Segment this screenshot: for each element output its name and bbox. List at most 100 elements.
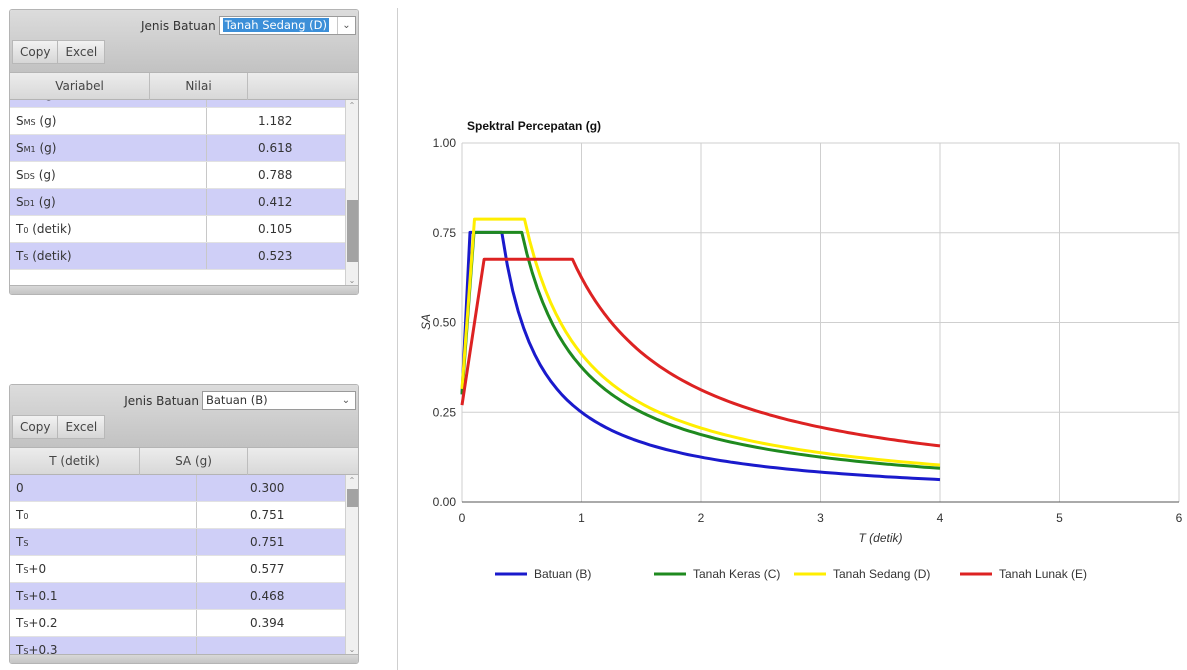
response-spectrum-chart: 0 1 2 3 4 5 6 0.00 0.25 0.50 0.75 1.00 Spektral Perc… [419, 119, 1183, 581]
spectrum-table-body: 0 0.300 T0 0.751 TS 0.751 TS+0 0.577 TS+0.1 0.468… [10, 475, 358, 656]
value-cell: 0.105 [258, 222, 293, 236]
scroll-down-icon[interactable]: ⌄ [348, 645, 356, 654]
chevron-down-icon[interactable]: ⌄ [337, 392, 355, 409]
soil-type-select-value: Batuan (B) [206, 393, 268, 407]
value-cell: 0.751 [250, 535, 285, 549]
variable-symbol: 0 [16, 481, 24, 495]
panel-footer [10, 285, 358, 294]
table-row[interactable]: T0 0.751 [10, 502, 346, 529]
table-row[interactable]: 0 0.300 [10, 475, 346, 502]
table-row[interactable]: TS 0.751 [10, 529, 346, 556]
scroll-thumb[interactable] [347, 200, 358, 262]
variable-subscript: MS [23, 118, 36, 127]
table-row[interactable]: TS+0.1 0.468 [10, 583, 346, 610]
variable-unit: (g) [35, 141, 57, 155]
soil-type-select[interactable]: Tanah Sedang (D) ⌄ [218, 16, 356, 35]
table-row[interactable]: TS+0.3 [10, 637, 346, 656]
x-tick-label: 2 [698, 511, 705, 525]
soil-type-select-value: Tanah Sedang (D) [222, 18, 329, 32]
scroll-up-icon[interactable]: ⌃ [348, 476, 356, 485]
column-divider [206, 216, 207, 242]
parameter-table-panel: Jenis Batuan Tanah Sedang (D) ⌄ Copy Exc… [9, 9, 359, 295]
scroll-down-icon[interactable]: ⌄ [348, 276, 356, 285]
y-tick-label: 0.00 [433, 495, 457, 509]
x-tick-label: 5 [1056, 511, 1063, 525]
table-row[interactable]: T0 (detik) 0.105 [10, 216, 346, 243]
scroll-thumb[interactable] [347, 489, 358, 507]
x-tick-label: 0 [459, 511, 466, 525]
variable-cell: TS+0.2 [16, 610, 58, 638]
table-row[interactable]: SM1 (g) 0.618 [10, 135, 346, 162]
column-header-t[interactable]: T (detik) [10, 448, 140, 475]
column-divider [196, 502, 197, 528]
column-divider [196, 556, 197, 582]
x-tick-label: 1 [578, 511, 585, 525]
table-row[interactable]: TS (detik) 0.523 [10, 243, 346, 270]
legend-label: Tanah Keras (C) [693, 567, 780, 581]
column-header-sa[interactable]: SA (g) [140, 448, 248, 475]
column-divider [206, 189, 207, 215]
variable-symbol: S [16, 168, 24, 182]
table-row[interactable]: TS+0 0.577 [10, 556, 346, 583]
table-row[interactable]: SMS (g) 1.182 [10, 108, 346, 135]
variable-symbol: T [16, 508, 24, 522]
value-cell: 0.751 [250, 508, 285, 522]
variable-cell: SDS (g) [16, 162, 56, 190]
variable-symbol: T [16, 589, 24, 603]
legend-label: Tanah Sedang (D) [833, 567, 930, 581]
variable-subscript: 0 [23, 512, 29, 521]
table-header: Variabel Nilai [10, 72, 358, 100]
column-divider [196, 610, 197, 636]
variable-subscript: S [23, 647, 29, 656]
copy-button[interactable]: Copy [12, 415, 59, 439]
series-line-2 [460, 217, 941, 467]
spectrum-table-panel: Jenis Batuan Batuan (B) ⌄ Copy Excel T (… [9, 384, 359, 664]
excel-button[interactable]: Excel [57, 415, 106, 439]
table-scrollbar[interactable]: ⌃ ⌄ [345, 475, 358, 656]
table-row[interactable]: SD1 (g) 0.412 [10, 189, 346, 216]
value-cell: 0.523 [258, 249, 293, 263]
variable-symbol: T [16, 222, 24, 236]
panel-footer [10, 654, 358, 663]
column-header-variabel[interactable]: Variabel [10, 73, 150, 100]
table-row[interactable]: SDS (g) 0.788 [10, 162, 346, 189]
column-divider [196, 475, 197, 501]
table-row[interactable]: TS+0.2 0.394 [10, 610, 346, 637]
column-divider [196, 583, 197, 609]
scroll-up-icon[interactable]: ⌃ [348, 101, 356, 110]
variable-cell: T0 [16, 502, 28, 530]
table-scrollbar[interactable]: ⌃ ⌄ [345, 100, 358, 287]
variable-cell: TS+0.3 [16, 637, 58, 656]
column-divider [206, 162, 207, 188]
variable-symbol: T [16, 643, 24, 656]
soil-select-row: Jenis Batuan Tanah Sedang (D) ⌄ [141, 16, 356, 35]
variable-symbol: T [16, 535, 24, 549]
variable-unit: (g) [34, 195, 56, 209]
excel-button[interactable]: Excel [57, 40, 106, 64]
table-header: T (detik) SA (g) [10, 447, 358, 475]
chevron-down-icon[interactable]: ⌄ [337, 17, 355, 34]
soil-select-label: Jenis Batuan [124, 393, 199, 408]
column-header-nilai[interactable]: Nilai [150, 73, 248, 100]
value-cell: 0.412 [258, 195, 293, 209]
chart-title: Spektral Percepatan (g) [467, 119, 601, 133]
panel-divider [397, 8, 398, 670]
table-row[interactable]: PGA(g) 0.367 [10, 100, 346, 108]
legend-label: Batuan (B) [534, 567, 591, 581]
variable-symbol: T [16, 616, 24, 630]
variable-cell: 0 [16, 475, 24, 503]
variable-unit: (detik) [28, 249, 72, 263]
variable-cell: TS+0 [16, 556, 46, 584]
variable-unit: (g) [35, 114, 57, 128]
soil-type-select[interactable]: Batuan (B) ⌄ [202, 391, 356, 410]
variable-cell: TS+0.1 [16, 583, 58, 611]
legend-label: Tanah Lunak (E) [999, 567, 1087, 581]
variable-unit: (g) [41, 100, 58, 101]
variable-subscript: D1 [23, 199, 35, 208]
variable-cell: PGA(g) [16, 100, 58, 109]
column-divider [206, 135, 207, 161]
copy-button[interactable]: Copy [12, 40, 59, 64]
variable-cell: TS (detik) [16, 243, 72, 271]
value-cell: 0.618 [258, 141, 293, 155]
